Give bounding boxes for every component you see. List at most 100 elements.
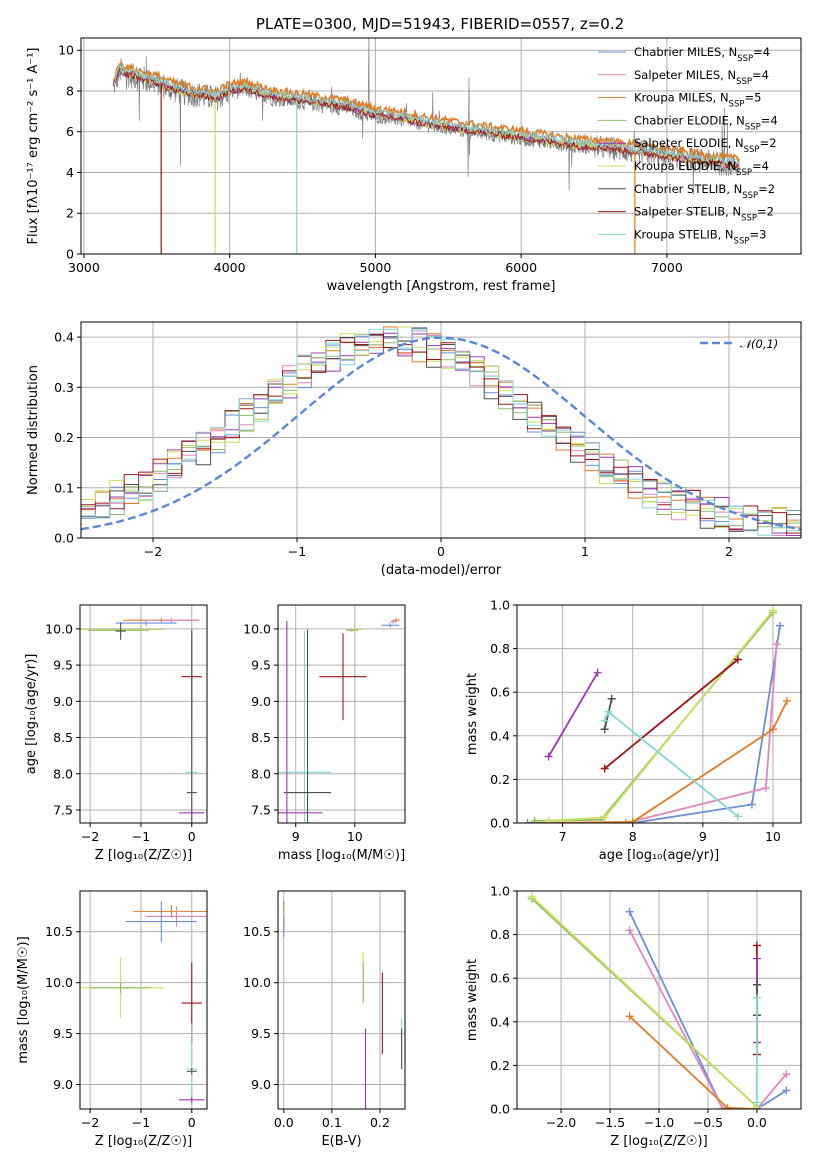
plot-area [80, 618, 205, 823]
data-point [752, 1098, 761, 1107]
errorbar-point-cs [186, 629, 197, 823]
axes-frame [516, 890, 802, 1110]
panel-mw_vs_age: 7 8 9 10 0.0 0.2 0.4 0.6 0.8 1.0 age [log₁₀(age/yr… [465, 598, 802, 863]
series-sm [530, 640, 781, 823]
data-point [600, 813, 609, 822]
x-axis-label: mass [log₁₀(M/M☉)] [278, 848, 405, 863]
y-tick-label: 0.4 [490, 728, 510, 743]
data-point [600, 725, 609, 734]
histogram-ke [81, 326, 801, 531]
x-tick-label: −1.5 [595, 1115, 625, 1130]
model-spectrum-ks [112, 63, 740, 165]
y-tick-label: 0.4 [490, 1014, 510, 1029]
legend-entry: Kroupa ELODIE, NSSP=4 [634, 159, 769, 178]
legend-entry: Chabrier MILES, NSSP=4 [634, 45, 770, 64]
y-axis-label: Flux [fλ10⁻¹⁷ erg cm⁻² s⁻¹ A⁻¹] [26, 48, 41, 245]
x-tick-label: 0 [437, 544, 445, 559]
data-point [593, 668, 602, 677]
panel-age_vs_mass: 9 10 7.5 8.0 8.5 9.0 9.5 10.0 mass [log₁₀(M/M☉)] [243, 604, 406, 863]
data-point [544, 816, 553, 823]
x-tick-label: −2 [144, 544, 162, 559]
y-tick-label: 7.5 [251, 802, 271, 817]
x-tick-label: −2 [81, 1115, 99, 1130]
data-point [768, 725, 777, 734]
x-tick-label: 10 [765, 829, 781, 844]
y-axis-label: Normed distribution [26, 365, 41, 495]
y-tick-label: 9.5 [53, 1026, 73, 1041]
errorbar-point-ks [278, 631, 332, 823]
data-point [625, 926, 634, 935]
data-point [718, 1105, 727, 1109]
y-tick-label: 0.2 [490, 772, 510, 787]
x-tick-label: −1 [132, 829, 150, 844]
errorbar-point-ss [319, 633, 367, 721]
plot-area [112, 38, 740, 254]
y-tick-label: 10.0 [243, 975, 271, 990]
y-tick-label: 0.0 [54, 531, 74, 546]
y-tick-label: 9.5 [251, 658, 271, 673]
y-axis-label: mass [log₁₀(M/M☉)] [16, 936, 31, 1063]
data-point [600, 716, 609, 725]
data-point [523, 819, 532, 823]
y-tick-label: 9.5 [251, 1026, 271, 1041]
axes-frame [80, 321, 802, 539]
axes-frame [80, 37, 802, 255]
y-tick-label: 10.0 [45, 975, 73, 990]
data-point [733, 812, 742, 821]
histogram-km [81, 326, 801, 528]
plot-area [278, 618, 400, 823]
data-point [625, 1012, 634, 1021]
legend: Chabrier MILES, NSSP=4 Salpeter MILES, NS… [598, 45, 778, 246]
x-tick-label: 9 [699, 829, 707, 844]
gaussian-curve [81, 336, 801, 531]
panel-mw_vs_Z: −2.0 −1.5 −1.0 −0.5 0.0 0.0 0.2 0.4 0.6 0.8 1.0 Z [… [465, 884, 802, 1149]
panel-mass_vs_ebv: 0.0 0.1 0.2 9.0 9.5 10.0 10.5 E(B-V) [243, 890, 406, 1149]
axes-frame [79, 604, 208, 824]
plot-area [80, 901, 207, 1109]
x-axis-label: Z [log₁₀(Z/Z☉)] [95, 1134, 192, 1149]
data-point [607, 694, 616, 703]
y-tick-label: 1.0 [490, 598, 510, 613]
errorbar-point-cs [115, 622, 126, 640]
x-tick-label: 4000 [214, 260, 246, 275]
x-tick-label: 7000 [651, 260, 683, 275]
data-point [782, 1070, 791, 1079]
x-tick-label: 0.0 [747, 1115, 767, 1130]
axes-frame [516, 604, 802, 824]
x-tick-label: 6000 [505, 260, 537, 275]
data-point [782, 696, 791, 705]
y-axis-label: mass weight [465, 673, 480, 755]
y-axis-label: age [log₁₀(age/yr)] [24, 654, 39, 775]
x-axis-label: (data-model)/error [381, 563, 502, 578]
y-axis-label: mass weight [465, 959, 480, 1041]
series-ks [752, 993, 761, 1107]
data-point [772, 640, 781, 649]
x-tick-label: −1.0 [644, 1115, 674, 1130]
series-ss [600, 655, 742, 773]
x-tick-label: 0 [188, 829, 196, 844]
data-point [761, 784, 770, 793]
y-tick-label: 1.0 [490, 884, 510, 899]
data-point [544, 752, 553, 761]
data-point [752, 941, 761, 950]
y-tick-label: 8 [66, 83, 74, 98]
y-tick-label: 9.0 [251, 1077, 271, 1092]
legend-entry: Kroupa MILES, NSSP=5 [634, 91, 761, 110]
axes-frame [277, 604, 406, 824]
data-point [775, 621, 784, 630]
x-tick-label: 2 [725, 544, 733, 559]
x-tick-label: 0.2 [370, 1115, 390, 1130]
y-tick-label: 2 [66, 206, 74, 221]
data-point [527, 892, 536, 901]
x-tick-label: 0 [188, 1115, 196, 1130]
series-line [628, 911, 787, 1109]
errorbar-point-sm [390, 619, 397, 624]
errorbar-point-se [278, 620, 323, 823]
errorbar-point-sm [146, 906, 207, 927]
series-line [534, 612, 774, 822]
legend-entry: Chabrier STELIB, NSSP=2 [634, 182, 775, 201]
y-tick-label: 0.2 [54, 430, 74, 445]
panel-age_vs_Z: −2 −1 0 7.5 8.0 8.5 9.0 9.5 10.0 Z [log₁₀(Z/Z☉)] a… [24, 604, 208, 863]
y-tick-label: 0.8 [490, 641, 510, 656]
